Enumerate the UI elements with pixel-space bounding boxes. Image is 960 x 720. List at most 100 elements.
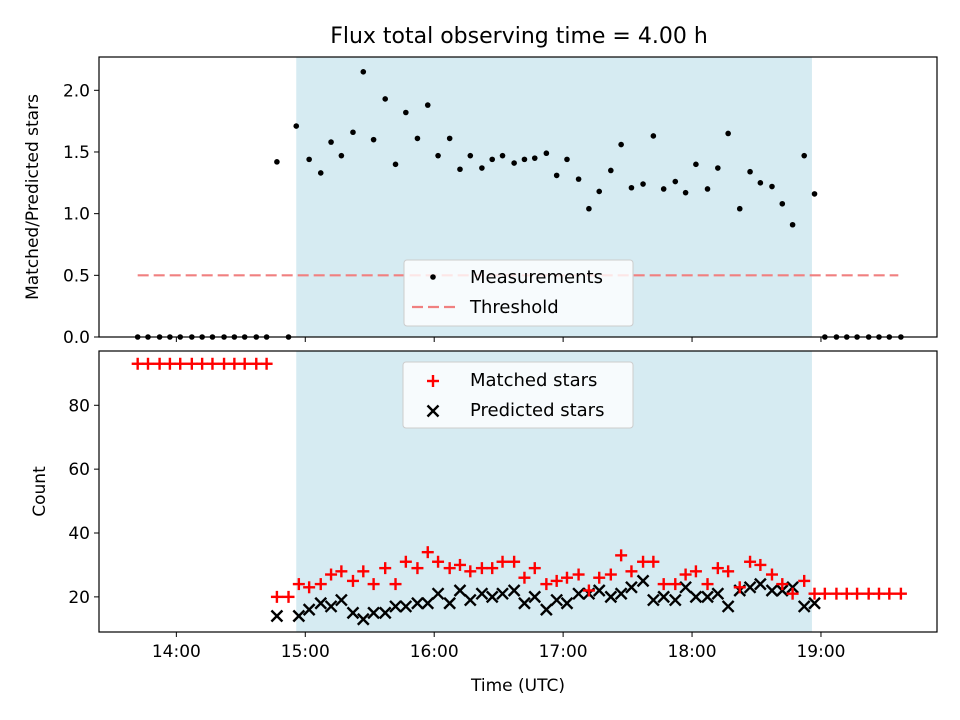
predicted-star-point [754,577,767,591]
matched-star-point [153,357,166,370]
matched-star-point [786,587,799,600]
predicted-star-point [647,593,660,607]
count-y-tick-label: 80 [68,396,90,416]
measurement-point [531,155,538,161]
measurement-point [650,133,657,139]
matched-star-point [185,357,198,370]
matched-star-point [496,555,509,568]
matched-star-point [647,555,660,568]
matched-star-point [163,357,176,370]
predicted-star-point [475,587,489,601]
matched-star-point [443,562,456,575]
matched-star-point [432,555,445,568]
count-x-ticks: 14:00 15:00 16:00 17:00 18:00 19:00 [152,632,845,662]
matched-star-point [314,578,327,591]
matched-star-point [379,562,392,575]
predicted-star-point [604,590,618,604]
x-axis-label: Time (UTC) [470,676,565,696]
measurement-point [317,170,324,176]
measurement-point [640,181,646,187]
ratio-y-tick-label: 1.5 [63,143,90,163]
matched-star-point [840,587,853,600]
predicted-star-point [292,609,306,623]
count-points [131,357,907,626]
matched-star-point [625,565,638,578]
measurement-point [328,139,334,145]
measurement-point [457,166,463,173]
matched-star-point [872,587,885,600]
matched-star-point [818,587,831,600]
ratio-legend-box [403,259,634,327]
matched-star-point [830,587,843,600]
predicted-star-point [314,596,328,610]
predicted-star-point [721,600,735,613]
predicted-star-point [378,606,392,620]
matched-star-point [196,357,209,370]
matched-star-point [883,587,896,600]
matched-star-point [604,568,617,581]
predicted-star-point [786,580,799,594]
measurement-point [586,205,592,212]
matched-star-point [325,568,338,581]
measurement-point [306,156,312,163]
predicted-star-point [560,596,574,610]
matched-star-point [282,590,295,603]
matched-star-point [637,555,650,568]
legend-measurements-marker [430,274,436,280]
measurement-point [715,165,721,171]
matched-star-point [475,562,488,575]
predicted-star-point [431,587,445,601]
measurement-point [628,184,635,191]
matched-star-point [894,587,907,600]
legend-matched-marker [427,375,439,387]
predicted-star-point [572,587,585,601]
predicted-star-point [346,606,360,620]
count-x-tick-label: 15:00 [281,642,330,662]
matched-star-point [508,555,521,568]
matched-star-point [679,568,692,581]
matched-star-point [141,357,154,370]
measurement-point [489,156,496,163]
matched-star-point [754,558,767,571]
measurement-point [704,186,711,192]
ratio-x-ticks [175,337,822,342]
predicted-star-point [443,596,457,610]
predicted-star-point [302,603,316,616]
predicted-star-point [518,596,531,610]
chart-title: Flux total observing time = 4.00 h [330,24,708,49]
matched-star-point [486,562,499,575]
predicted-star-point [453,584,467,597]
predicted-star-point [367,606,380,620]
matched-star-point [701,578,714,591]
predicted-star-point [689,590,703,604]
matched-star-point [367,578,380,591]
measurement-point [350,129,356,136]
predicted-star-point [625,580,638,594]
predicted-star-point [507,584,521,597]
ratio-y-tick-label: 0.0 [63,328,90,348]
measurement-point [543,150,550,157]
measurement-point [564,156,570,163]
matched-star-point [292,578,305,591]
measurement-point [693,161,699,168]
matched-star-point [765,568,778,581]
ratio-y-ticks: 0.0 0.5 1.0 1.5 2.0 [63,81,99,348]
legend-plus-glyph [427,375,439,387]
count-x-tick-label: 18:00 [668,642,717,662]
matched-star-point [464,565,477,578]
count-y-tick-label: 20 [68,588,90,608]
matched-star-point [572,568,585,581]
matched-star-point [250,357,263,370]
ratio-legend: Measurements Threshold [403,259,634,327]
measurement-point [424,102,431,108]
predicted-star-point [550,593,564,607]
ratio-panel: 0.00.51.01.52.0 Matched/Predicted stars … [23,56,938,348]
measurement-point [446,135,453,142]
count-legend: Matched stars Predicted stars [402,361,634,429]
predicted-star-point [808,596,821,610]
predicted-star-point [765,584,779,597]
measurement-point [596,188,603,195]
measurement-point [392,161,399,168]
legend-measurements-label: Measurements [470,267,603,288]
